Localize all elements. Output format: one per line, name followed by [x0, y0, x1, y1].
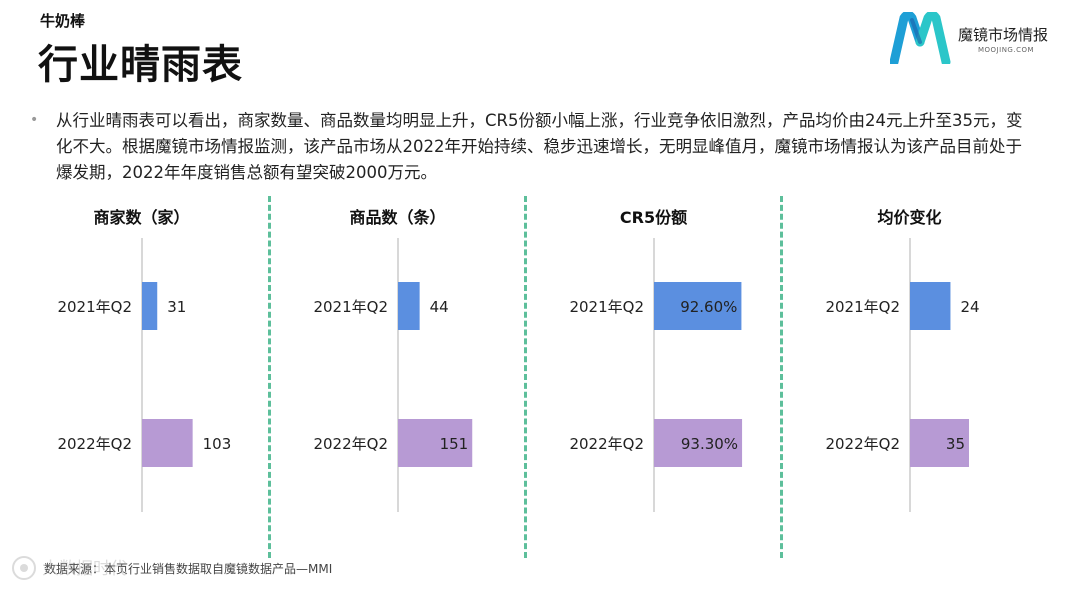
data-label: 93.30% — [681, 435, 738, 453]
data-label: 151 — [440, 435, 469, 453]
logo-left-stroke — [890, 12, 925, 64]
category-label: 2022年Q2 — [57, 435, 132, 453]
category-label: 2022年Q2 — [313, 435, 388, 453]
logo-name: 魔镜市场情报 — [958, 26, 1049, 44]
panel-divider — [524, 196, 527, 558]
data-bar — [398, 282, 420, 330]
chart-panel-avg-price: 均价变化 2021年Q2 24 2022年Q2 35 — [782, 196, 1037, 556]
watermark-icon: 大数据时代 — [12, 556, 127, 580]
panel-divider — [780, 196, 783, 558]
category-label: 2022年Q2 — [569, 435, 644, 453]
chart-title: CR5份额 — [619, 208, 688, 227]
chart-title: 均价变化 — [877, 208, 942, 227]
category-label: 2021年Q2 — [313, 298, 388, 316]
category-label: 2022年Q2 — [825, 435, 900, 453]
chart-panel-cr5: CR5份额 2021年Q2 92.60% 2022年Q2 93.30% — [526, 196, 781, 556]
data-bar — [910, 419, 969, 467]
data-bar — [142, 419, 193, 467]
chart-title: 商品数（条） — [349, 208, 446, 227]
data-label: 24 — [960, 298, 979, 316]
category-label: 2021年Q2 — [569, 298, 644, 316]
watermark-dot — [20, 564, 28, 572]
data-label: 44 — [430, 298, 449, 316]
data-bar — [142, 282, 158, 330]
data-bar — [910, 282, 951, 330]
data-bar — [654, 419, 743, 467]
category-label: 2021年Q2 — [57, 298, 132, 316]
page-subtitle: 牛奶棒 — [40, 12, 86, 30]
data-source-note: 数据来源：本页行业销售数据取自魔镜数据产品—MMI — [44, 562, 333, 576]
data-label: 35 — [946, 435, 965, 453]
data-label: 92.60% — [680, 298, 737, 316]
panel-divider — [268, 196, 271, 558]
chart-title: 商家数（家） — [93, 208, 190, 227]
chart-panel-merchants: 商家数（家） 2021年Q2 31 2022年Q2 103 — [14, 196, 269, 556]
page-title: 行业晴雨表 — [38, 42, 243, 88]
chart-panel-products: 商品数（条） 2021年Q2 44 2022年Q2 151 — [270, 196, 525, 556]
data-label: 103 — [203, 435, 232, 453]
bullet-dot-icon: • — [30, 112, 39, 128]
watermark-circle — [12, 556, 36, 580]
data-label: 31 — [167, 298, 186, 316]
data-bar — [654, 282, 742, 330]
logo-domain: MOOJING.COM — [978, 46, 1035, 54]
summary-text: 从行业晴雨表可以看出，商家数量、商品数量均明显上升，CR5份额小幅上涨，行业竞争… — [56, 111, 1023, 182]
category-label: 2021年Q2 — [825, 298, 900, 316]
brand-logo: 魔镜市场情报 MOOJING.COM — [890, 12, 1070, 68]
logo-center-stroke — [910, 18, 922, 44]
moojing-logo-icon — [890, 12, 951, 64]
watermark-text: 大数据时代 — [42, 559, 127, 579]
data-bar — [398, 419, 473, 467]
logo-right-stroke — [915, 12, 951, 64]
